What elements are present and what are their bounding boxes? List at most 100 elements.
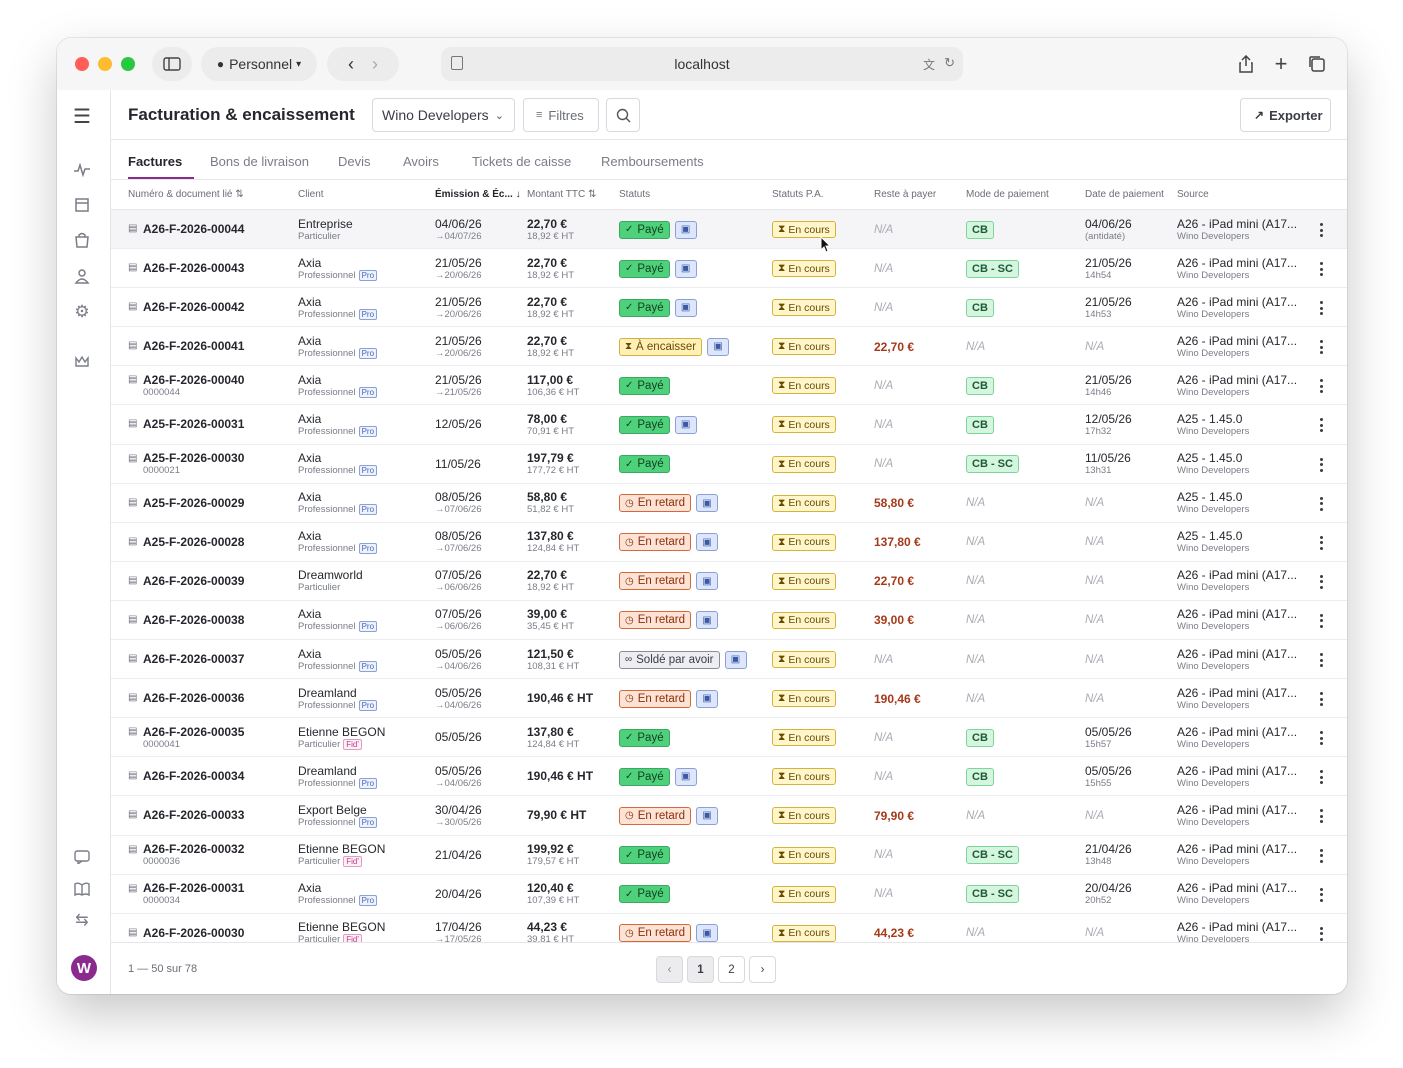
client-name[interactable]: Axia — [298, 372, 322, 387]
row-menu-icon[interactable] — [1316, 379, 1326, 394]
table-row[interactable]: A26-F-2026-00040 ▤ 0000044 Axia Professionne… — [111, 366, 1347, 406]
table-row[interactable]: A25-F-2026-00028 ▤ Axia Professionnel Pro 08/… — [111, 523, 1347, 562]
client-name[interactable]: Etienne BEGON — [298, 724, 386, 739]
linked-document[interactable]: 0000021 — [143, 465, 180, 477]
col-client[interactable]: Client — [298, 189, 324, 200]
invoice-number[interactable]: A26-F-2026-00040 — [143, 372, 245, 387]
delivery-doc-icon[interactable]: ▣ — [696, 611, 719, 630]
pa-status-badge[interactable]: ⧗ En cours — [772, 611, 836, 629]
client-name[interactable]: Axia — [298, 255, 322, 270]
chat-icon[interactable] — [72, 847, 92, 867]
profile-button[interactable]: ● Personnel ▾ — [201, 47, 317, 81]
invoice-number[interactable]: A26-F-2026-00042 — [143, 300, 245, 315]
col-source[interactable]: Source — [1177, 189, 1209, 200]
linked-document[interactable]: 0000034 — [143, 895, 180, 907]
crown-icon[interactable] — [72, 352, 92, 372]
reload-icon[interactable]: ↻ — [944, 55, 955, 70]
delivery-doc-icon[interactable]: ▣ — [674, 259, 697, 278]
table-row[interactable]: A26-F-2026-00033 ▤ Export Belge Professionn… — [111, 796, 1347, 836]
invoice-number[interactable]: A26-F-2026-00035 — [143, 724, 245, 739]
pa-status-badge[interactable]: ⧗ En cours — [772, 533, 836, 551]
pa-status-badge[interactable]: ⧗ En cours — [772, 416, 836, 434]
status-badge[interactable]: ✓ Payé — [619, 846, 670, 864]
address-bar[interactable]: localhost 文 ↻ — [441, 47, 963, 81]
org-select[interactable]: Wino Developers ⌄ — [372, 98, 515, 132]
client-name[interactable]: Dreamland — [298, 685, 357, 700]
client-name[interactable]: Etienne BEGON — [298, 920, 386, 935]
avatar[interactable]: W — [71, 955, 97, 981]
pa-status-badge[interactable]: ⧗ En cours — [772, 807, 836, 825]
switch-icon[interactable]: ⇆ — [75, 912, 89, 929]
col-mode[interactable]: Mode de paiement — [966, 189, 1049, 200]
customers-icon[interactable] — [72, 266, 92, 286]
linked-document[interactable]: 0000041 — [143, 738, 180, 750]
client-name[interactable]: Dreamland — [298, 763, 357, 778]
table-row[interactable]: A26-F-2026-00035 ▤ 0000041 Etienne BEGON Par… — [111, 718, 1347, 758]
delivery-doc-icon[interactable]: ▣ — [696, 494, 719, 513]
client-name[interactable]: Axia — [298, 881, 322, 896]
table-row[interactable]: A25-F-2026-00031 ▤ Axia Professionnel Pro 12/… — [111, 405, 1347, 445]
invoice-number[interactable]: A26-F-2026-00037 — [143, 652, 245, 667]
invoice-number[interactable]: A25-F-2026-00030 — [143, 451, 245, 466]
book-icon[interactable] — [72, 879, 92, 899]
client-name[interactable]: Export Belge — [298, 802, 367, 817]
page-button-1[interactable]: 1 — [687, 956, 714, 983]
row-menu-icon[interactable] — [1316, 340, 1326, 355]
invoice-number[interactable]: A25-F-2026-00031 — [143, 417, 245, 432]
status-badge[interactable]: ◷ En retard — [619, 611, 692, 630]
row-menu-icon[interactable] — [1316, 692, 1326, 707]
tab-overview-icon[interactable] — [1305, 52, 1329, 76]
invoice-number[interactable]: A26-F-2026-00030 — [143, 925, 245, 940]
client-name[interactable]: Axia — [298, 294, 322, 309]
row-menu-icon[interactable] — [1316, 926, 1326, 941]
client-name[interactable]: Axia — [298, 607, 322, 622]
table-row[interactable]: A26-F-2026-00044 ▤ Entreprise Particulier 04… — [111, 210, 1347, 250]
status-badge[interactable]: ✓ Payé — [619, 259, 670, 278]
pa-status-badge[interactable]: ⧗ En cours — [772, 260, 836, 278]
delivery-doc-icon[interactable]: ▣ — [696, 572, 719, 591]
client-name[interactable]: Axia — [298, 411, 322, 426]
row-menu-icon[interactable] — [1316, 653, 1326, 668]
invoice-number[interactable]: A26-F-2026-00034 — [143, 769, 245, 784]
catalog-icon[interactable] — [72, 195, 92, 215]
col-date-paiement[interactable]: Date de paiement — [1085, 189, 1164, 200]
invoice-number[interactable]: A26-F-2026-00041 — [143, 339, 245, 354]
row-menu-icon[interactable] — [1316, 770, 1326, 785]
linked-document[interactable]: 0000044 — [143, 386, 180, 398]
invoice-number[interactable]: A25-F-2026-00029 — [143, 495, 245, 510]
status-badge[interactable]: ✓ Payé — [619, 298, 670, 317]
invoice-number[interactable]: A26-F-2026-00031 — [143, 881, 245, 896]
status-badge[interactable]: ◷ En retard — [619, 689, 692, 708]
forward-icon[interactable]: › — [372, 53, 378, 74]
pa-status-badge[interactable]: ⧗ En cours — [772, 885, 836, 903]
row-menu-icon[interactable] — [1316, 574, 1326, 589]
pa-status-badge[interactable]: ⧗ En cours — [772, 768, 836, 786]
delivery-doc-icon[interactable]: ▣ — [696, 689, 719, 708]
new-tab-icon[interactable]: + — [1274, 51, 1288, 76]
table-row[interactable]: A26-F-2026-00032 ▤ 0000036 Etienne BEGON Par… — [111, 836, 1347, 875]
delivery-doc-icon[interactable]: ▣ — [674, 767, 697, 786]
status-badge[interactable]: ✓ Payé — [619, 376, 670, 395]
table-row[interactable]: A26-F-2026-00034 ▤ Dreamland Professionnel P… — [111, 757, 1347, 797]
client-name[interactable]: Axia — [298, 646, 322, 661]
col-montant[interactable]: Montant TTC ⇅ — [527, 189, 596, 200]
invoice-number[interactable]: A26-F-2026-00044 — [143, 222, 245, 236]
delivery-doc-icon[interactable]: ▣ — [674, 415, 697, 434]
client-name[interactable]: Axia — [298, 529, 322, 544]
client-name[interactable]: Axia — [298, 451, 322, 466]
minimize-window-button[interactable] — [98, 57, 112, 71]
pa-status-badge[interactable]: ⧗ En cours — [772, 338, 836, 356]
tab-factures[interactable]: Factures — [128, 154, 183, 169]
invoice-number[interactable]: A26-F-2026-00038 — [143, 612, 245, 627]
delivery-doc-icon[interactable]: ▣ — [674, 298, 697, 317]
invoice-number[interactable]: A26-F-2026-00036 — [143, 691, 245, 706]
pa-status-badge[interactable]: ⧗ En cours — [772, 299, 836, 317]
status-badge[interactable]: ◷ En retard — [619, 572, 692, 591]
export-button[interactable]: ↗ Exporter — [1240, 98, 1331, 132]
client-name[interactable]: Dreamworld — [298, 568, 363, 583]
delivery-doc-icon[interactable]: ▣ — [707, 337, 730, 356]
table-row[interactable]: A26-F-2026-00031 ▤ 0000034 Axia Professionne… — [111, 875, 1347, 914]
tab-bons-de-livraison[interactable]: Bons de livraison — [210, 154, 309, 169]
tab-devis[interactable]: Devis — [338, 154, 371, 169]
row-menu-icon[interactable] — [1316, 848, 1326, 863]
